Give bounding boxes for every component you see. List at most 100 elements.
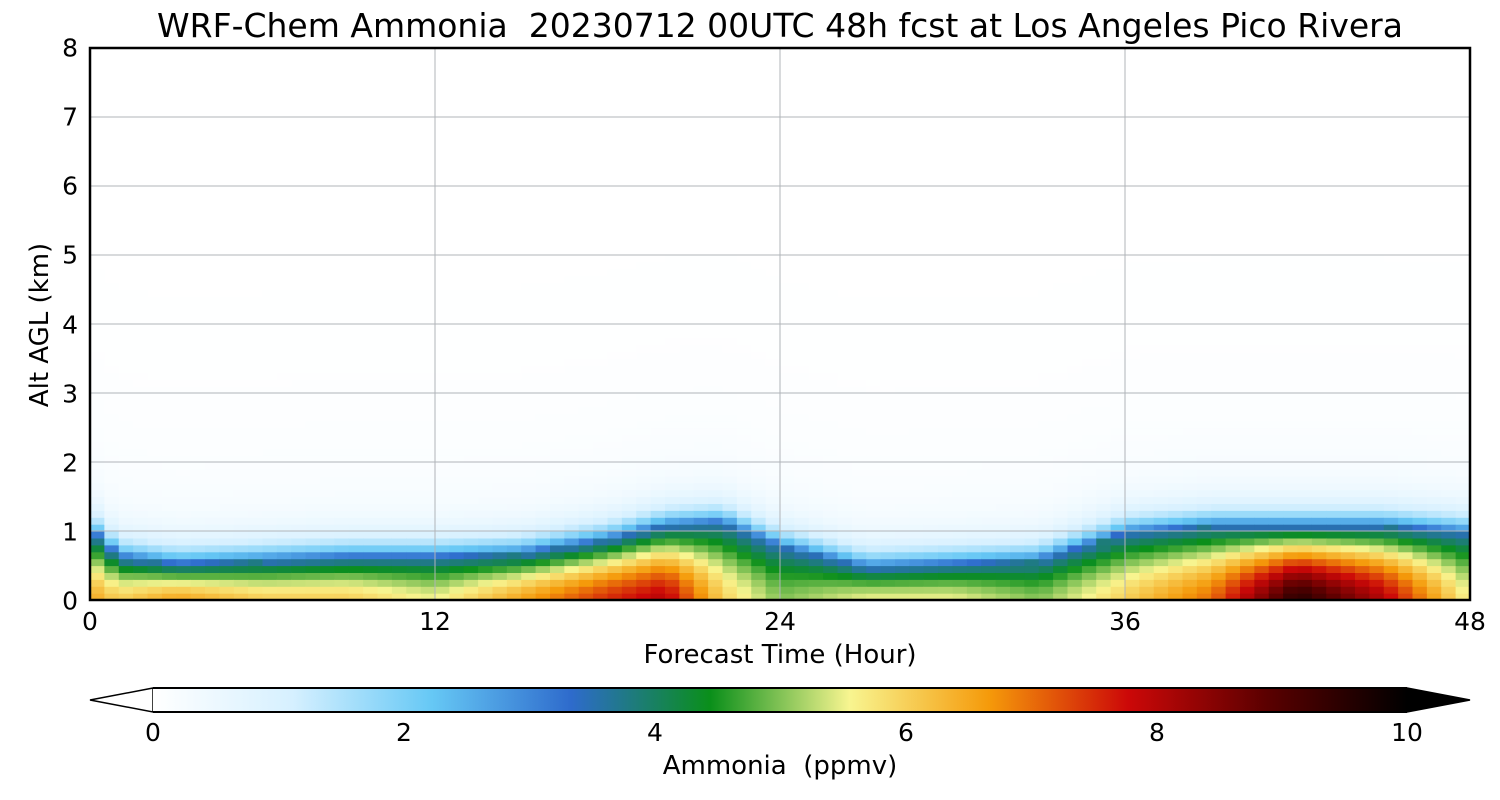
- heatmap-cell: [880, 117, 896, 125]
- heatmap-cell: [521, 303, 537, 311]
- heatmap-cell: [233, 110, 249, 118]
- heatmap-cell: [535, 434, 551, 442]
- heatmap-cell: [190, 96, 206, 104]
- heatmap-cell: [621, 324, 637, 332]
- heatmap-cell: [133, 475, 149, 484]
- heatmap-cell: [377, 344, 393, 353]
- heatmap-cell: [578, 179, 594, 187]
- heatmap-cell: [535, 234, 551, 242]
- heatmap-cell: [219, 393, 235, 401]
- heatmap-cell: [866, 103, 882, 111]
- heatmap-cell: [233, 544, 249, 553]
- heatmap-cell: [966, 593, 982, 600]
- heatmap-cell: [506, 344, 522, 353]
- heatmap-cell: [190, 268, 206, 277]
- heatmap-cell: [435, 144, 450, 153]
- heatmap-cell: [449, 241, 465, 249]
- heatmap-cell: [621, 406, 637, 415]
- heatmap-cell: [291, 110, 307, 118]
- heatmap-cell: [276, 82, 292, 90]
- heatmap-cell: [593, 199, 609, 208]
- heatmap-cell: [334, 151, 350, 159]
- heatmap-cell: [751, 137, 767, 146]
- heatmap-cell: [650, 579, 666, 587]
- heatmap-cell: [391, 330, 407, 339]
- heatmap-cell: [262, 399, 278, 408]
- heatmap-cell: [320, 179, 335, 187]
- heatmap-cell: [880, 151, 896, 159]
- heatmap-cell: [909, 351, 925, 360]
- heatmap-cell: [521, 448, 537, 456]
- heatmap-cell: [823, 303, 839, 311]
- heatmap-cell: [291, 496, 307, 504]
- heatmap-cell: [492, 282, 508, 291]
- heatmap-cell: [391, 54, 407, 63]
- heatmap-cell: [837, 54, 853, 63]
- heatmap-cell: [952, 379, 968, 387]
- heatmap-cell: [923, 130, 939, 139]
- heatmap-cell: [578, 420, 594, 429]
- heatmap-cell: [492, 296, 508, 304]
- heatmap-cell: [348, 172, 364, 180]
- heatmap-cell: [722, 248, 738, 256]
- heatmap-cell: [837, 172, 853, 180]
- heatmap-cell: [435, 234, 450, 242]
- heatmap-cell: [952, 330, 968, 339]
- heatmap-cell: [506, 482, 522, 491]
- heatmap-cell: [348, 462, 364, 470]
- heatmap-cell: [722, 75, 738, 84]
- heatmap-cell: [190, 82, 206, 90]
- heatmap-cell: [262, 475, 278, 484]
- heatmap-cell: [190, 413, 206, 422]
- heatmap-cell: [219, 579, 235, 587]
- heatmap-cell: [550, 593, 565, 600]
- heatmap-cell: [708, 586, 724, 594]
- heatmap-cell: [564, 275, 580, 284]
- heatmap-cell: [765, 123, 781, 132]
- heatmap-cell: [406, 54, 422, 63]
- heatmap-cell: [348, 144, 364, 153]
- heatmap-cell: [90, 137, 105, 146]
- heatmap-cell: [334, 489, 350, 498]
- heatmap-cell: [363, 427, 379, 435]
- heatmap-cell: [291, 427, 307, 435]
- heatmap-cell: [722, 558, 738, 567]
- heatmap-cell: [449, 165, 465, 173]
- heatmap-cell: [118, 89, 134, 97]
- heatmap-cell: [578, 220, 594, 228]
- heatmap-cell: [679, 496, 695, 504]
- heatmap-cell: [463, 75, 479, 84]
- heatmap-cell: [190, 337, 206, 346]
- heatmap-cell: [593, 551, 609, 560]
- heatmap-cell: [722, 503, 738, 511]
- heatmap-cell: [377, 413, 393, 422]
- heatmap-cell: [593, 220, 609, 228]
- heatmap-cell: [521, 144, 537, 153]
- heatmap-cell: [205, 82, 220, 90]
- heatmap-cell: [406, 379, 422, 387]
- heatmap-cell: [636, 517, 652, 525]
- heatmap-cell: [736, 165, 752, 173]
- heatmap-cell: [966, 448, 982, 456]
- heatmap-cell: [693, 427, 709, 435]
- heatmap-cell: [291, 151, 307, 159]
- heatmap-cell: [348, 482, 364, 491]
- heatmap-cell: [765, 489, 781, 498]
- heatmap-cell: [535, 503, 551, 511]
- heatmap-cell: [708, 186, 724, 194]
- heatmap-cell: [895, 282, 910, 291]
- heatmap-cell: [291, 213, 307, 222]
- heatmap-cell: [923, 261, 939, 270]
- heatmap-cell: [147, 48, 163, 56]
- heatmap-cell: [219, 220, 235, 228]
- heatmap-cell: [463, 448, 479, 456]
- heatmap-cell: [133, 282, 149, 291]
- heatmap-cell: [880, 172, 896, 180]
- heatmap-cell: [478, 54, 494, 63]
- heatmap-cell: [478, 296, 494, 304]
- heatmap-cell: [262, 558, 278, 567]
- heatmap-cell: [161, 96, 177, 104]
- heatmap-cell: [305, 289, 321, 297]
- heatmap-cell: [636, 455, 652, 463]
- heatmap-cell: [463, 296, 479, 304]
